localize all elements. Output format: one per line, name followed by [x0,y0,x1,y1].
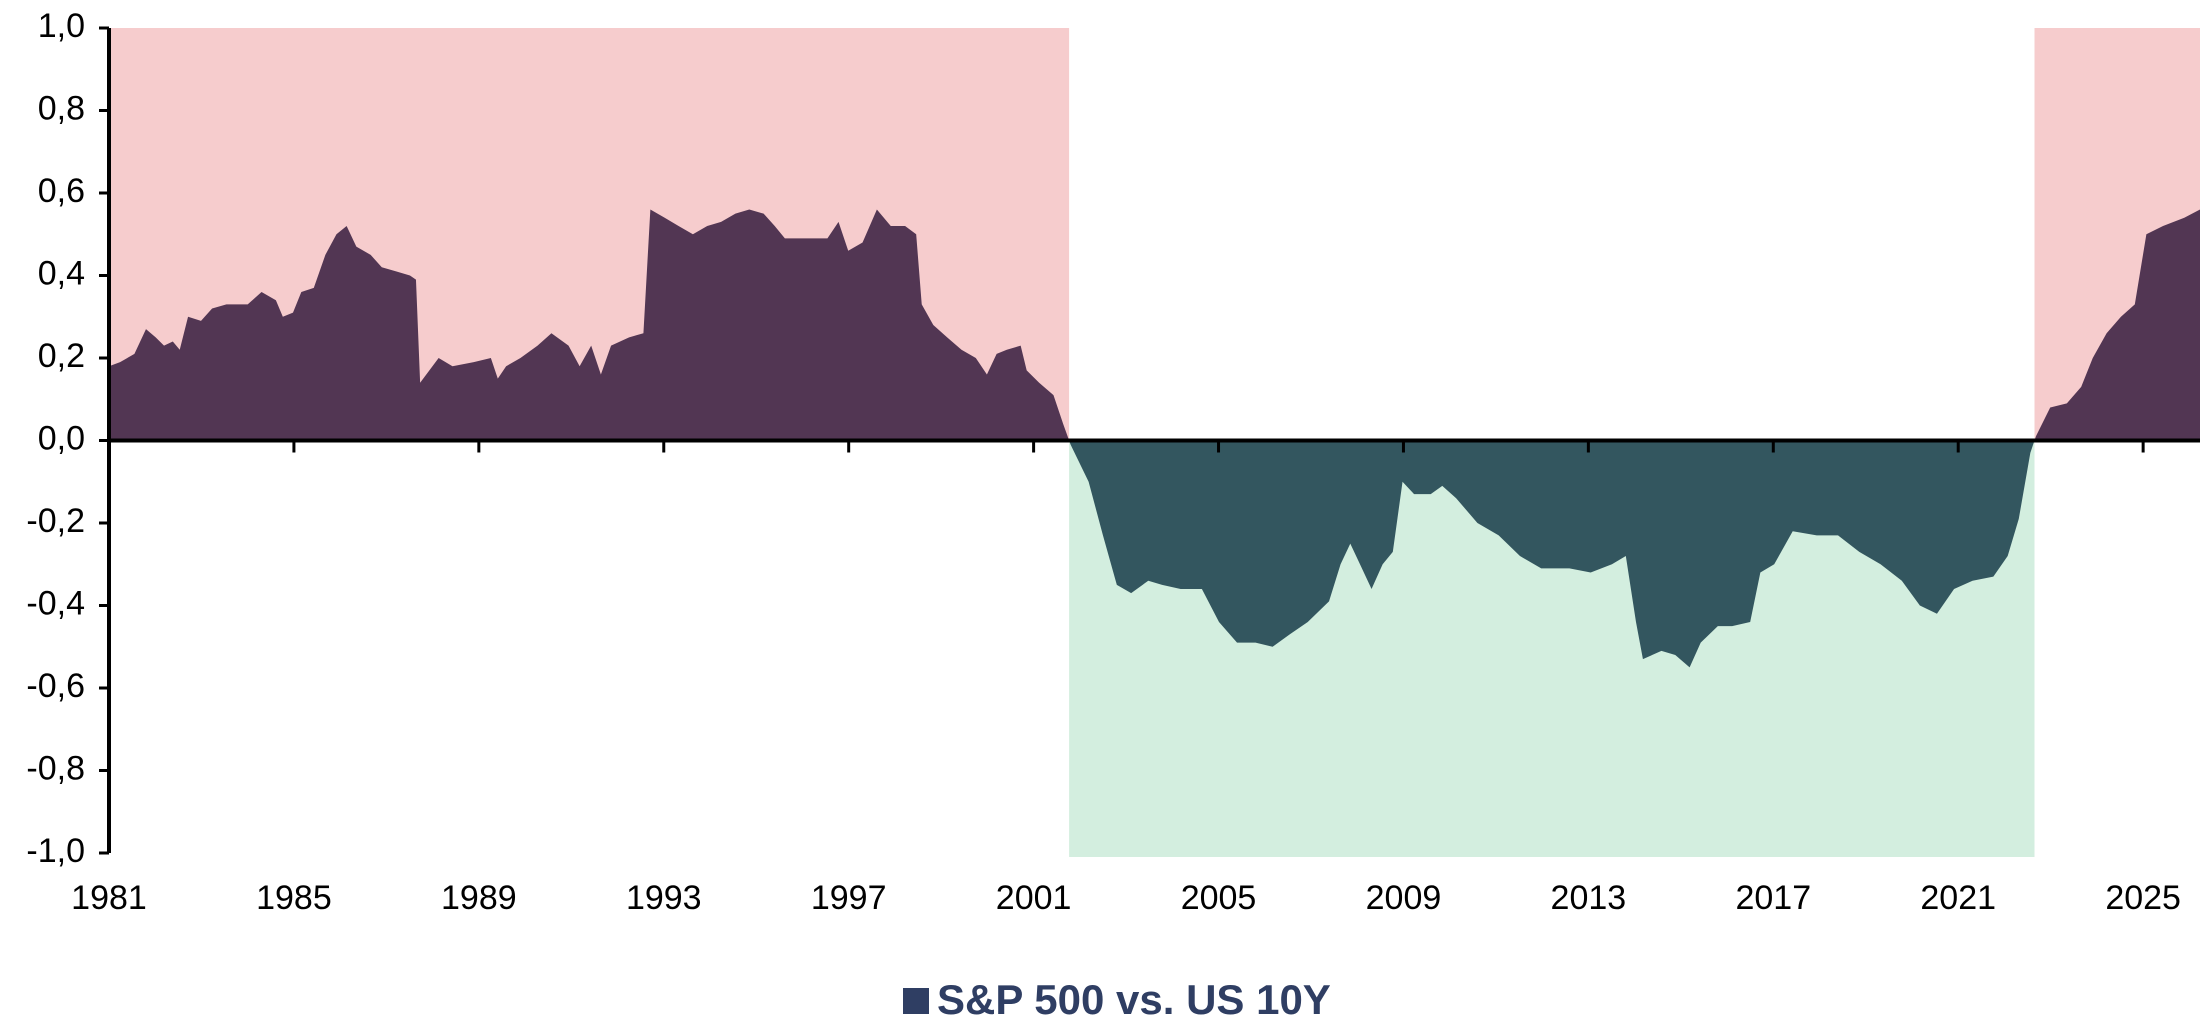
area [109,209,2200,668]
y-tick-label: -0,8 [26,749,85,787]
x-tick-label: 2009 [1366,879,1442,917]
x-tick-label: 1993 [626,879,702,917]
x-tick-label: 2017 [1735,879,1811,917]
legend-swatch [903,988,929,1014]
y-tick-label: -1,0 [26,832,85,870]
y-tick-label: 0,6 [38,172,85,210]
x-tick-label: 1981 [71,879,147,917]
y-tick-label: 1,0 [38,7,85,45]
x-tick-label: 2021 [1920,879,1996,917]
x-tick-label: 2005 [1181,879,1257,917]
y-tick-label: -0,6 [26,667,85,705]
legend-label: S&P 500 vs. US 10Y [937,976,1331,1023]
y-tick-label: -0,2 [26,502,85,540]
x-tick-label: 1985 [256,879,332,917]
y-tick-label: 0,0 [38,419,85,457]
x-tick-label: 2001 [996,879,1072,917]
y-tick-label: 0,4 [38,254,85,292]
x-tick-label: 1997 [811,879,887,917]
y-tick-label: -0,4 [26,584,85,622]
x-tick-label: 1989 [441,879,517,917]
y-tick-label: 0,8 [38,89,85,127]
y-tick-label: 0,2 [38,337,85,375]
x-tick-label: 2025 [2105,879,2181,917]
x-tick-label: 2013 [1551,879,1627,917]
